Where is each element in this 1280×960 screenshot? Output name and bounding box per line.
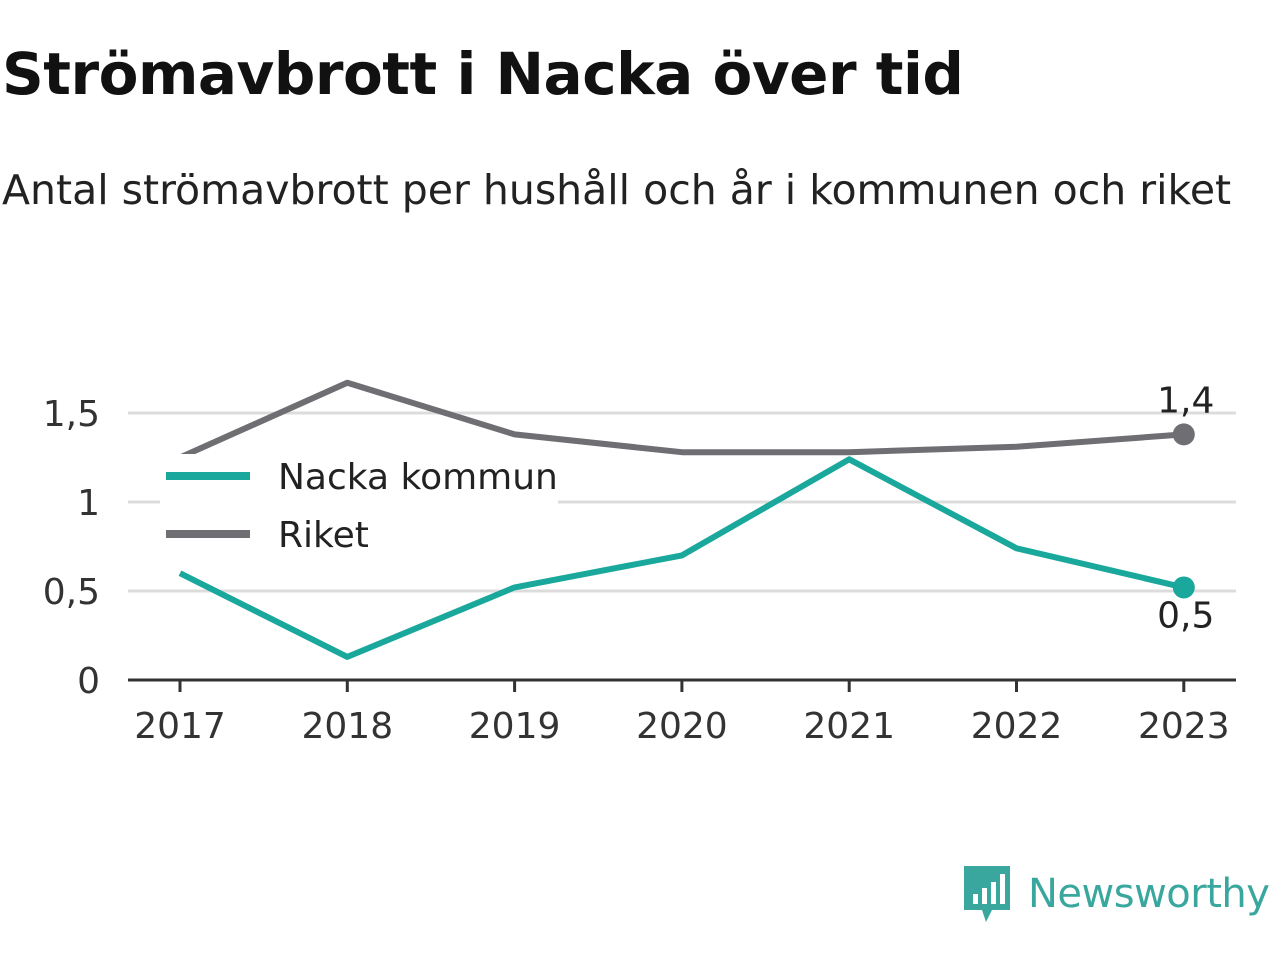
brand-name: Newsworthy bbox=[1028, 871, 1270, 917]
x-tick-label: 2020 bbox=[636, 706, 728, 747]
end-markers: 0,5 1,4 bbox=[1157, 380, 1214, 636]
x-tick-label: 2021 bbox=[803, 706, 895, 747]
data-label: 1,4 bbox=[1157, 380, 1214, 421]
end-marker bbox=[1172, 576, 1195, 599]
y-axis-ticks: 0 0,5 1 1,5 bbox=[43, 394, 100, 702]
x-tick-label: 2017 bbox=[134, 706, 226, 747]
legend-label: Nacka kommun bbox=[278, 457, 558, 498]
y-tick-label: 0 bbox=[77, 661, 100, 702]
y-tick-label: 1,5 bbox=[43, 394, 100, 435]
x-tick-label: 2022 bbox=[971, 706, 1063, 747]
x-tick-label: 2019 bbox=[469, 706, 561, 747]
x-tick-label: 2023 bbox=[1138, 706, 1230, 747]
chart-subtitle: Antal strömavbrott per hushåll och år i … bbox=[2, 166, 1232, 214]
x-axis: 2017 2018 2019 2020 2021 2022 2023 bbox=[128, 678, 1236, 747]
legend-label: Riket bbox=[278, 515, 369, 556]
series-lines bbox=[178, 379, 1185, 660]
chart-title: Strömavbrott i Nacka över tid bbox=[2, 40, 964, 108]
y-tick-label: 0,5 bbox=[43, 572, 100, 613]
end-marker bbox=[1172, 423, 1195, 446]
x-tick-label: 2018 bbox=[301, 706, 393, 747]
legend: Nacka kommun Riket bbox=[160, 454, 558, 562]
bar-chart-speech-bubble-icon bbox=[964, 866, 1010, 922]
newsworthy-logo: Newsworthy bbox=[962, 862, 1270, 926]
series-line-riket bbox=[178, 379, 1185, 461]
data-label: 0,5 bbox=[1157, 595, 1214, 636]
series-line-nacka-kommun bbox=[178, 456, 1185, 660]
y-tick-label: 1 bbox=[77, 483, 100, 524]
